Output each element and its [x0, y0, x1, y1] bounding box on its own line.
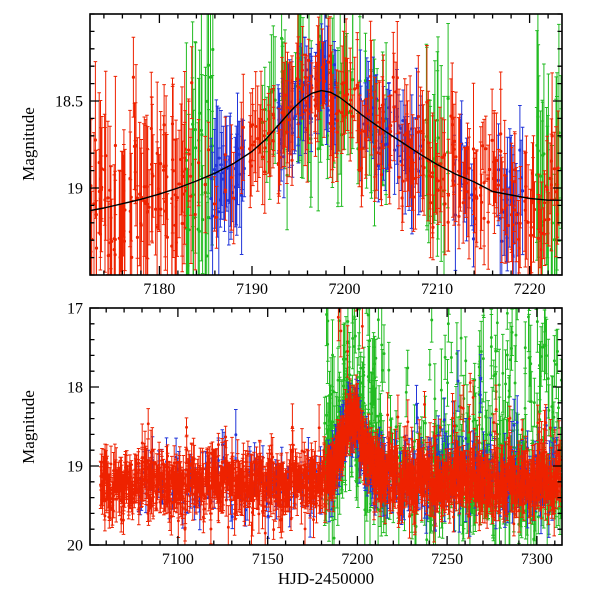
top-model-curve [90, 89, 562, 212]
top-y-tick-label: 18.5 [55, 94, 83, 111]
top-x-tick-label: 7180 [143, 281, 175, 298]
bottom-x-tick-label: 7300 [521, 551, 553, 568]
top-x-tick-label: 7190 [236, 281, 268, 298]
top-x-tick-label: 7200 [329, 281, 361, 298]
bottom-x-tick-label: 7250 [431, 551, 463, 568]
top-y-tick-label: 19 [67, 181, 83, 198]
bottom-panel: 7100 7150 7200 7250 7300 17 18 19 20 [67, 301, 563, 569]
top-x-tick-label: 7210 [421, 281, 453, 298]
bottom-axis-ticks [90, 307, 562, 546]
y-axis-label-top: Magnitude [19, 107, 38, 181]
bottom-x-tick-label: 7150 [252, 551, 284, 568]
top-axis-ticks [90, 13, 562, 276]
chart-root: 7180 7190 7200 7210 7220 18.5 19 7100 7150 7200 72… [55, 13, 563, 569]
bottom-y-tick-label: 18 [67, 380, 83, 397]
top-data-region [90, 14, 562, 275]
bottom-y-tick-label: 19 [67, 459, 83, 476]
bottom-x-tick-label: 7200 [341, 551, 373, 568]
bottom-y-tick-label: 17 [67, 301, 83, 318]
top-red-points [90, 54, 560, 259]
x-axis-label: HJD-2450000 [278, 569, 374, 588]
bottom-frame [89, 307, 563, 546]
bottom-tick-labels: 7100 7150 7200 7250 7300 17 18 19 20 [67, 301, 553, 569]
bottom-data-region [98, 308, 562, 545]
top-x-tick-label: 7220 [514, 281, 546, 298]
bottom-red-points [99, 315, 562, 545]
bottom-x-tick-label: 7100 [162, 551, 194, 568]
top-panel: 7180 7190 7200 7210 7220 18.5 19 [55, 13, 563, 299]
bottom-y-tick-label: 20 [67, 538, 83, 555]
top-tick-labels: 7180 7190 7200 7210 7220 18.5 19 [55, 94, 546, 299]
y-axis-label-bottom: Magnitude [19, 390, 38, 464]
